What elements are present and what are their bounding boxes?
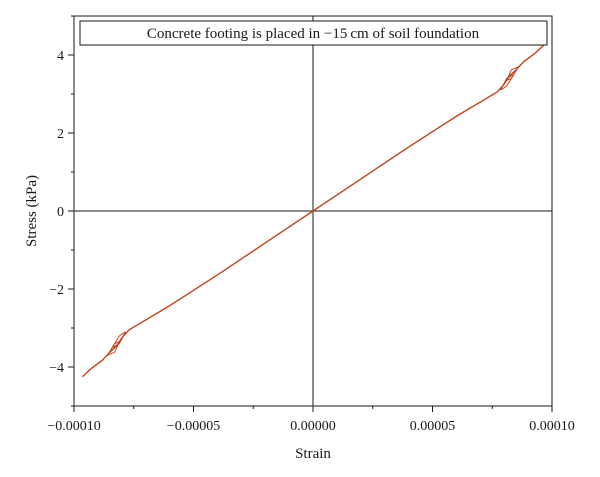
x-tick-label: −0.00005 [167, 419, 220, 434]
x-tick-label: 0.00010 [529, 419, 575, 434]
x-axis-ticks: −0.00010 −0.00005 0.00000 0.00005 0.00010 [47, 406, 575, 434]
hysteresis-loop [106, 341, 120, 357]
stress-strain-line [81, 44, 545, 378]
y-axis-title: Stress (kPa) [24, 175, 40, 247]
chart-title: Concrete footing is placed in −15 cm of … [147, 26, 480, 42]
y-tick-label: −4 [49, 361, 64, 376]
y-tick-label: 2 [57, 127, 64, 142]
x-tick-label: 0.00005 [410, 419, 456, 434]
series-layer [81, 44, 545, 378]
y-tick-label: 0 [57, 205, 64, 220]
x-tick-label: 0.00000 [290, 419, 336, 434]
y-axis-ticks: −4 −2 0 2 4 [49, 49, 74, 376]
minor-ticks [71, 15, 493, 409]
y-tick-label: 4 [57, 49, 64, 64]
y-tick-label: −2 [49, 283, 64, 298]
x-axis-title: Strain [295, 446, 331, 462]
hysteresis-loop [506, 65, 520, 81]
title-box [79, 20, 548, 46]
x-tick-label: −0.00010 [47, 419, 100, 434]
